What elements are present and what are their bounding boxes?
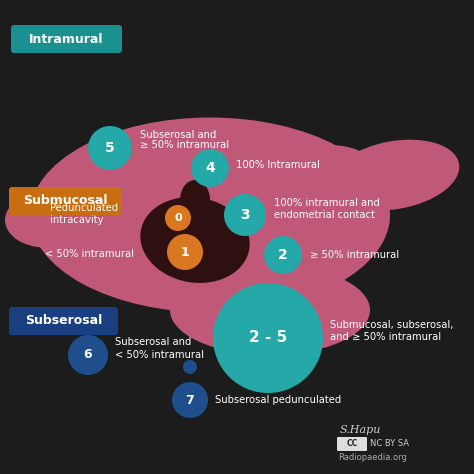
Text: 2 - 5: 2 - 5 [249,330,287,346]
Text: ≥ 50% intramural: ≥ 50% intramural [310,250,399,260]
Text: Radiopaedia.org: Radiopaedia.org [338,454,407,463]
Text: Subserosal and: Subserosal and [115,337,191,347]
Text: CC: CC [346,439,357,448]
Ellipse shape [5,192,85,247]
Text: < 50% intramural: < 50% intramural [115,350,204,360]
Ellipse shape [170,265,370,355]
Circle shape [88,126,132,170]
Circle shape [191,149,229,187]
Ellipse shape [30,118,390,312]
Ellipse shape [331,140,459,210]
Text: intracavity: intracavity [50,215,103,225]
Text: 3: 3 [240,208,250,222]
Text: Subserosal: Subserosal [25,315,102,328]
FancyBboxPatch shape [11,25,122,53]
Text: ≥ 50% intramural: ≥ 50% intramural [140,140,229,150]
FancyBboxPatch shape [9,187,122,215]
Text: 2: 2 [278,248,288,262]
Text: < 50% intramural: < 50% intramural [45,249,134,259]
Text: Pedunculated: Pedunculated [50,203,118,213]
Circle shape [172,382,208,418]
Circle shape [224,194,266,236]
Ellipse shape [280,145,380,205]
Text: Subserosal pedunculated: Subserosal pedunculated [215,395,341,405]
Text: 1: 1 [181,246,190,258]
Text: endometrial contact: endometrial contact [274,210,375,220]
Circle shape [68,335,108,375]
Text: 5: 5 [105,141,115,155]
Text: and ≥ 50% intramural: and ≥ 50% intramural [330,332,441,342]
Text: 100% Intramural: 100% Intramural [236,160,320,170]
Text: Submucosal: Submucosal [23,194,108,208]
FancyBboxPatch shape [9,307,118,335]
Text: 0: 0 [174,213,182,223]
Text: S.Hapu: S.Hapu [340,425,382,435]
Circle shape [264,236,302,274]
Circle shape [213,283,323,393]
Circle shape [183,360,197,374]
Text: Submucosal, subserosal,: Submucosal, subserosal, [330,320,453,330]
Text: 4: 4 [205,161,215,175]
Text: NC BY SA: NC BY SA [370,439,409,448]
Ellipse shape [140,197,250,283]
Text: Subserosal and: Subserosal and [140,130,216,140]
Text: Intramural: Intramural [29,33,104,46]
Text: 6: 6 [84,348,92,362]
Ellipse shape [180,180,210,220]
Text: 7: 7 [186,393,194,407]
FancyBboxPatch shape [337,437,367,451]
Circle shape [165,205,191,231]
Text: 100% intramural and: 100% intramural and [274,198,380,208]
Circle shape [167,234,203,270]
